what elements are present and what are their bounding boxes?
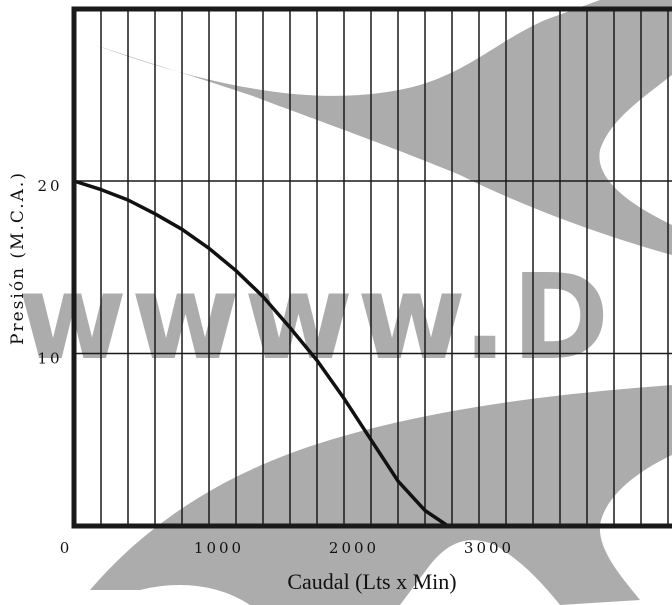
y-axis-title: Presión (M.C.A.) [8,171,28,345]
watermark-shape-bottom [90,385,672,605]
series-line [72,179,450,528]
y-tick-label: 10 [37,350,62,368]
plot-frame [71,6,672,529]
x-tick-label: 0 [60,539,73,557]
x-tick-label: 1000 [194,539,244,557]
watermark-text: wwww.D [18,248,613,386]
x-axis-title: Caudal (Lts x Min) [287,569,456,594]
x-tick-label: 3000 [464,539,514,557]
grid [74,9,672,526]
tick-labels: 0 1000 2000 3000 10 20 [37,177,514,557]
y-tick-label: 20 [37,177,62,195]
watermark: wwww.D [18,0,672,605]
watermark-shape-top [95,0,672,255]
x-tick-label: 2000 [329,539,379,557]
series-layer [72,179,450,528]
